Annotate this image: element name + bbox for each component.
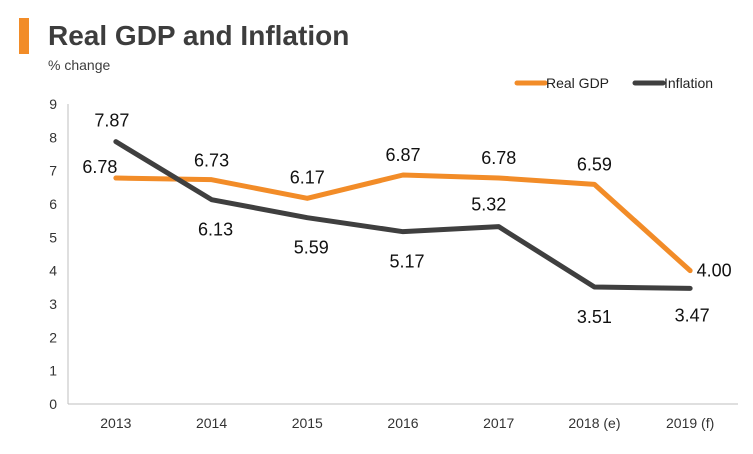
x-axis-ticks: 2013 2014 2015 2016 2017 2018 (e) 2019 (f) — [100, 415, 714, 431]
x-tick-label: 2017 — [483, 415, 514, 431]
real-gdp-data-label: 6.59 — [577, 154, 612, 174]
real-gdp-data-label: 6.87 — [385, 145, 420, 165]
real-gdp-data-label: 6.78 — [82, 157, 117, 177]
axes — [67, 104, 738, 405]
x-tick-label: 2018 (e) — [568, 415, 620, 431]
y-tick-label: 9 — [49, 96, 57, 112]
real-gdp-line — [113, 172, 693, 274]
real-gdp-data-label: 6.17 — [290, 167, 325, 187]
inflation-data-label: 5.59 — [294, 238, 329, 258]
y-tick-label: 2 — [49, 329, 57, 345]
y-tick-label: 5 — [49, 229, 57, 245]
real-gdp-data-label: 4.00 — [697, 261, 732, 281]
real-gdp-data-label: 6.73 — [194, 151, 229, 171]
chart-subtitle: % change — [48, 57, 111, 73]
x-tick-label: 2013 — [100, 415, 131, 431]
x-tick-label: 2015 — [292, 415, 323, 431]
legend: Real GDP Inflation — [514, 75, 713, 91]
x-tick-label: 2014 — [196, 415, 227, 431]
inflation-data-label: 7.87 — [94, 111, 129, 131]
inflation-data-label: 3.47 — [675, 305, 710, 325]
legend-label: Inflation — [664, 75, 713, 91]
legend-real-gdp: Real GDP — [514, 75, 609, 91]
x-tick-label: 2016 — [387, 415, 418, 431]
real-gdp-data-label: 6.78 — [481, 148, 516, 168]
inflation-line — [113, 139, 693, 291]
y-tick-label: 8 — [49, 129, 57, 145]
y-tick-label: 3 — [49, 296, 57, 312]
chart-title: Real GDP and Inflation — [48, 20, 350, 51]
inflation-data-label: 5.17 — [389, 252, 424, 272]
inflation-data-label: 3.51 — [577, 307, 612, 327]
y-tick-label: 7 — [49, 163, 57, 179]
inflation-data-label: 6.13 — [198, 220, 233, 240]
series-lines — [113, 139, 693, 291]
x-tick-label: 2019 (f) — [666, 415, 714, 431]
y-axis-ticks: 0 1 2 3 4 5 6 7 8 9 — [49, 96, 57, 412]
y-tick-label: 4 — [49, 263, 57, 279]
y-tick-label: 6 — [49, 196, 57, 212]
inflation-data-label: 5.32 — [471, 195, 506, 215]
legend-inflation: Inflation — [632, 75, 713, 91]
title-accent-bar — [19, 18, 29, 54]
y-tick-label: 1 — [49, 363, 57, 379]
y-tick-label: 0 — [49, 396, 57, 412]
data-labels: 6.78 6.73 6.17 6.87 6.78 6.59 4.00 7.87 6.13 5.59… — [82, 111, 731, 327]
legend-label: Real GDP — [546, 75, 609, 91]
